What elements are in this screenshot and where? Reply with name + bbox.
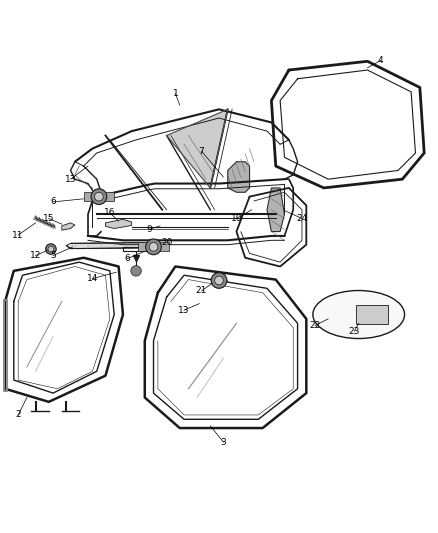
Text: 12: 12 <box>30 251 41 260</box>
Text: 2: 2 <box>15 410 21 419</box>
Circle shape <box>149 243 158 251</box>
Bar <box>138 243 169 251</box>
Circle shape <box>328 308 342 321</box>
Text: 22: 22 <box>309 321 321 330</box>
Circle shape <box>146 239 161 255</box>
Text: 3: 3 <box>220 438 226 447</box>
Polygon shape <box>62 223 75 230</box>
Circle shape <box>46 244 56 254</box>
Text: 15: 15 <box>43 214 54 223</box>
Text: 6: 6 <box>124 254 130 263</box>
Circle shape <box>131 265 141 276</box>
Text: 5: 5 <box>50 251 56 260</box>
Polygon shape <box>106 220 132 229</box>
Circle shape <box>215 276 223 285</box>
Text: 16: 16 <box>104 208 116 217</box>
Text: 24: 24 <box>297 214 307 223</box>
Polygon shape <box>166 109 228 188</box>
Text: 20: 20 <box>161 238 172 247</box>
Text: 9: 9 <box>146 225 152 234</box>
Polygon shape <box>66 243 162 248</box>
FancyBboxPatch shape <box>356 305 388 324</box>
Text: 14: 14 <box>87 274 98 283</box>
Text: 11: 11 <box>12 231 24 239</box>
Circle shape <box>91 189 107 205</box>
Text: 1: 1 <box>173 89 178 98</box>
Circle shape <box>331 311 339 318</box>
Bar <box>84 192 114 201</box>
Polygon shape <box>267 188 285 231</box>
Polygon shape <box>228 161 250 192</box>
Circle shape <box>211 272 227 288</box>
Text: 6: 6 <box>50 197 56 206</box>
Text: 13: 13 <box>178 305 190 314</box>
Circle shape <box>95 192 103 201</box>
Text: 21: 21 <box>196 286 207 295</box>
Text: 4: 4 <box>378 56 383 65</box>
Text: 23: 23 <box>349 327 360 336</box>
Text: 7: 7 <box>199 147 205 156</box>
Circle shape <box>48 246 54 252</box>
Text: 10: 10 <box>231 214 242 223</box>
Text: 13: 13 <box>65 175 76 184</box>
Ellipse shape <box>313 290 405 338</box>
